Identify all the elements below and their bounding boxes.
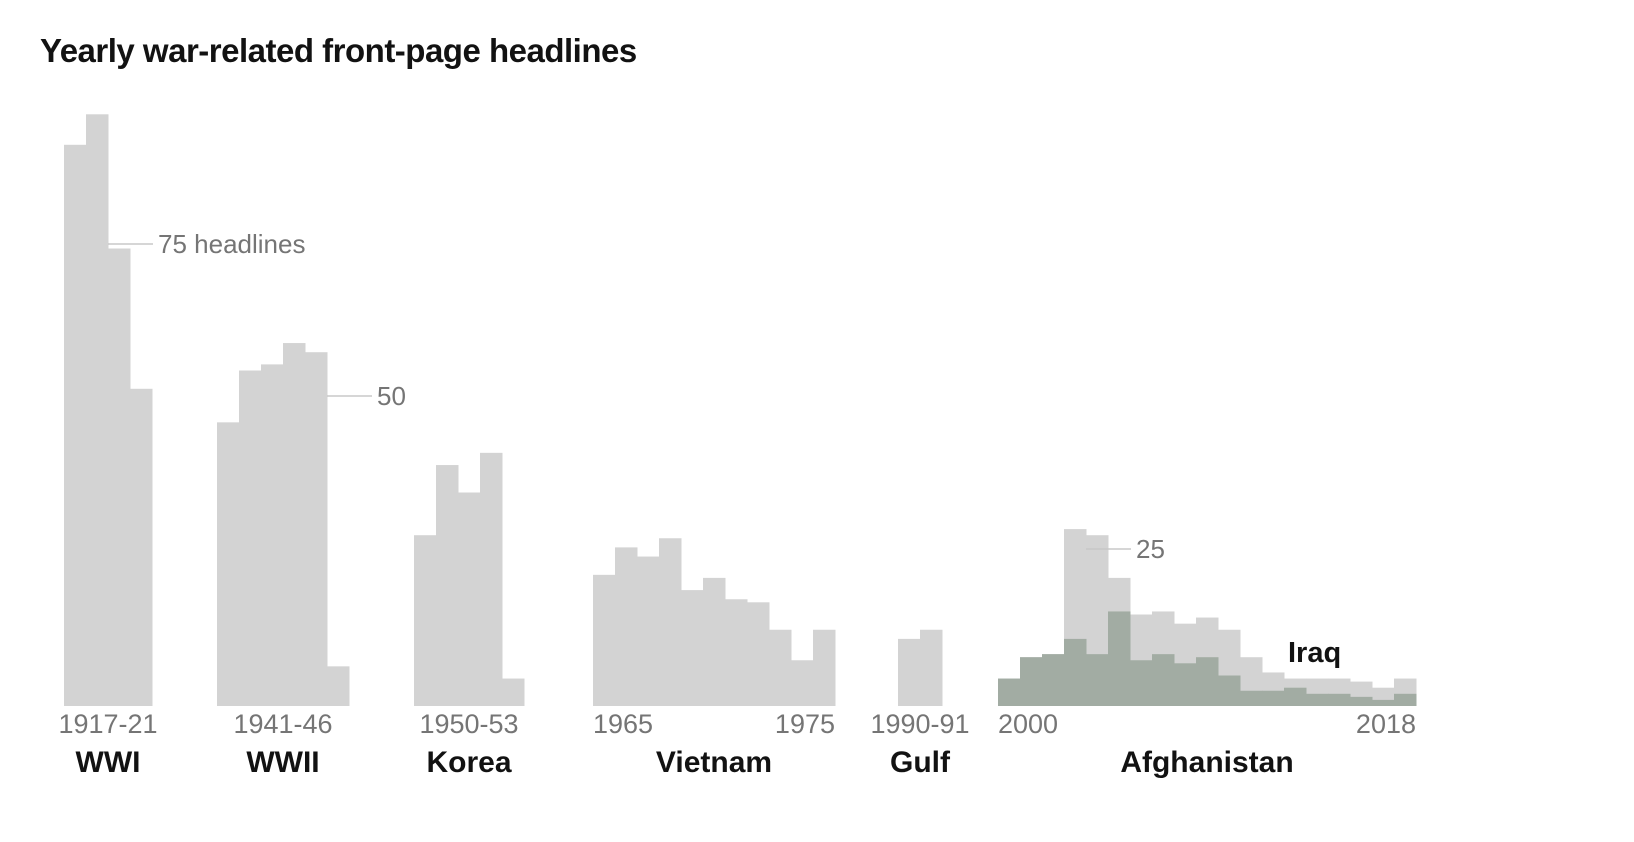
bar-korea-1952 — [458, 493, 481, 707]
bar-iraq-2003 — [1064, 639, 1087, 706]
range-label-wwii: 1941-46 — [233, 709, 332, 739]
war-group-gulf: 1990-91 Gulf — [870, 630, 969, 779]
bar-iraq-2006 — [1130, 660, 1153, 706]
bar-gulf-1991 — [920, 630, 943, 706]
bar-vietnam-1975 — [813, 630, 836, 706]
bar-wwii-1943 — [261, 364, 284, 706]
bar-wwi-1919 — [108, 249, 131, 707]
bar-iraq-2008 — [1174, 663, 1197, 706]
bar-iraq-2013 — [1284, 688, 1307, 706]
war-group-wwi: 1917-21 WWI — [58, 114, 157, 779]
bar-korea-1953 — [480, 453, 503, 706]
range-start-label-afghanistan: 2000 — [998, 709, 1058, 739]
bar-iraq-2012 — [1262, 691, 1285, 706]
bar-vietnam-1965 — [593, 575, 616, 706]
range-label-wwi: 1917-21 — [58, 709, 157, 739]
bar-wwii-1946 — [327, 666, 350, 706]
bar-korea-1954 — [502, 679, 525, 706]
range-start-label-vietnam: 1965 — [593, 709, 653, 739]
bar-iraq-2009 — [1196, 657, 1219, 706]
war-group-wwii: 1941-46 WWII — [217, 343, 350, 779]
war-group-afghanistan: 2000 2018 Afghanistan — [998, 529, 1417, 779]
bar-wwi-1917 — [64, 145, 87, 706]
bar-vietnam-1974 — [791, 660, 814, 706]
war-label-afghanistan: Afghanistan — [1120, 746, 1293, 779]
bar-vietnam-1971 — [725, 599, 748, 706]
annotation-label-75: 75 headlines — [158, 229, 305, 259]
series-label-iraq: Iraq — [1288, 637, 1341, 669]
bar-gulf-1990 — [898, 639, 921, 706]
bar-iraq-2002 — [1042, 654, 1065, 706]
bar-iraq-2007 — [1152, 654, 1175, 706]
range-end-label-afghanistan: 2018 — [1356, 709, 1416, 739]
bar-korea-1951 — [436, 465, 459, 706]
bar-iraq-2001 — [1020, 657, 1043, 706]
bar-wwii-1941 — [217, 422, 240, 706]
range-label-gulf: 1990-91 — [870, 709, 969, 739]
war-label-wwi: WWI — [76, 746, 141, 779]
bar-iraq-2014 — [1306, 694, 1329, 706]
bar-wwii-1942 — [239, 371, 262, 707]
bar-iraq-2015 — [1328, 694, 1351, 706]
war-group-korea: 1950-53 Korea — [414, 453, 525, 779]
bar-vietnam-1967 — [637, 557, 660, 706]
war-label-wwii: WWII — [246, 746, 319, 779]
bar-wwi-1920 — [130, 389, 153, 706]
bar-iraq-2004 — [1086, 654, 1109, 706]
bar-iraq-2017 — [1372, 700, 1395, 706]
bar-wwi-1918 — [86, 114, 109, 706]
bar-iraq-2000 — [998, 679, 1021, 706]
bar-vietnam-1969 — [681, 590, 704, 706]
bar-wwii-1945 — [305, 352, 328, 706]
bar-iraq-2011 — [1240, 691, 1263, 706]
war-label-vietnam: Vietnam — [656, 746, 772, 779]
bar-vietnam-1968 — [659, 538, 682, 706]
annotation-label-25: 25 — [1136, 534, 1165, 564]
bar-vietnam-1973 — [769, 630, 792, 706]
annotation-label-50: 50 — [377, 381, 406, 411]
bar-vietnam-1970 — [703, 578, 726, 706]
range-label-korea: 1950-53 — [419, 709, 518, 739]
war-label-gulf: Gulf — [890, 746, 951, 779]
bar-vietnam-1972 — [747, 602, 770, 706]
bar-iraq-2018 — [1394, 694, 1417, 706]
range-end-label-vietnam: 1975 — [775, 709, 835, 739]
bar-korea-1950 — [414, 535, 437, 706]
bar-iraq-2010 — [1218, 676, 1241, 707]
bar-iraq-2005 — [1108, 611, 1131, 706]
bar-vietnam-1966 — [615, 547, 638, 706]
bar-wwii-1944 — [283, 343, 306, 706]
bar-iraq-2016 — [1350, 697, 1373, 706]
war-label-korea: Korea — [426, 746, 511, 779]
